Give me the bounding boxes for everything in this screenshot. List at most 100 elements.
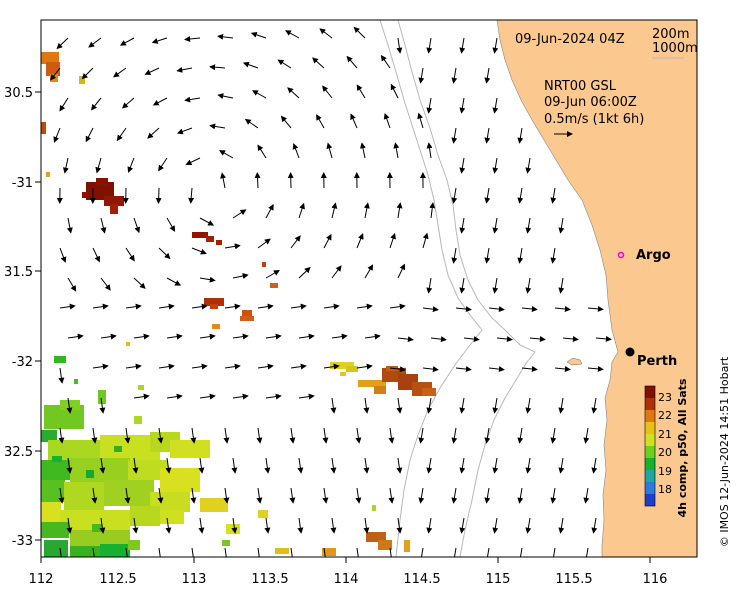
current-arrow xyxy=(100,333,117,340)
current-arrow xyxy=(144,67,160,75)
current-arrow xyxy=(558,457,565,474)
current-arrow xyxy=(359,142,366,159)
current-arrow xyxy=(92,363,109,370)
current-arrow xyxy=(298,266,311,279)
current-arrow xyxy=(459,397,466,414)
current-arrow xyxy=(231,517,238,534)
current-arrow xyxy=(558,217,565,234)
current-arrow xyxy=(85,127,94,143)
rottnest-island xyxy=(566,357,583,366)
current-arrow xyxy=(519,547,523,557)
current-arrow xyxy=(151,37,168,44)
current-arrow xyxy=(100,217,107,234)
current-arrow xyxy=(323,363,340,370)
current-arrow xyxy=(463,336,480,343)
contour-1000m xyxy=(379,20,483,557)
current-arrow xyxy=(350,113,358,129)
current-arrow xyxy=(488,366,505,373)
contour-label-200m: 200m xyxy=(652,27,689,42)
current-arrow xyxy=(217,93,234,100)
current-arrow xyxy=(50,67,61,81)
y-tick-label: -32 xyxy=(12,355,33,370)
current-arrow xyxy=(133,333,150,340)
current-arrow xyxy=(133,217,141,234)
current-arrow xyxy=(388,427,395,444)
current-arrow xyxy=(459,97,466,114)
colorbar-tick: 20 xyxy=(658,446,672,459)
current-arrow xyxy=(525,217,532,234)
current-arrow xyxy=(488,306,505,313)
x-axis: 112 112.5 113 113.5 114 114.5 115 115.5 … xyxy=(29,557,667,587)
current-arrow xyxy=(209,123,226,130)
current-arrow xyxy=(124,487,131,504)
current-arrow xyxy=(157,427,164,444)
current-arrow xyxy=(397,336,414,343)
current-arrow xyxy=(484,247,491,264)
current-arrow xyxy=(496,336,513,343)
current-arrow xyxy=(356,233,364,249)
current-arrow xyxy=(289,487,296,504)
current-arrow xyxy=(125,547,128,557)
current-arrow xyxy=(132,517,139,534)
current-arrow xyxy=(224,243,241,250)
current-arrow xyxy=(323,547,326,557)
current-arrow xyxy=(319,28,333,39)
current-arrow xyxy=(316,114,325,129)
current-arrow xyxy=(219,150,234,159)
current-arrow xyxy=(256,487,263,504)
current-arrow xyxy=(426,397,433,414)
current-arrow xyxy=(312,57,325,69)
current-arrow xyxy=(492,397,499,414)
current-arrow xyxy=(199,276,216,283)
current-arrow xyxy=(426,457,433,474)
current-arrow xyxy=(289,427,296,444)
current-arrow xyxy=(58,487,65,504)
current-arrow xyxy=(257,303,274,310)
current-arrow xyxy=(297,457,304,474)
colorbar-tick: 18 xyxy=(658,483,672,496)
current-arrow xyxy=(554,366,571,372)
x-tick-label: 113 xyxy=(182,572,207,587)
current-arrow xyxy=(585,547,589,557)
current-arrow xyxy=(99,517,106,534)
current-arrow xyxy=(95,157,102,174)
current-arrow xyxy=(231,457,238,474)
current-arrow xyxy=(521,366,538,372)
colorbar-tick: 21 xyxy=(658,428,672,441)
current-arrow xyxy=(422,232,429,249)
current-arrow xyxy=(199,217,215,226)
current-arrow xyxy=(191,303,208,310)
current-arrow xyxy=(116,127,127,142)
argo-label: Argo xyxy=(636,248,671,263)
current-arrow xyxy=(525,397,532,414)
current-arrow xyxy=(254,172,261,189)
current-arrow xyxy=(363,457,370,474)
current-arrow xyxy=(198,457,205,474)
current-arrow xyxy=(459,217,466,234)
current-arrow xyxy=(264,517,271,534)
current-arrow xyxy=(550,187,557,204)
current-arrow xyxy=(191,247,207,255)
colorbar-swatch xyxy=(645,494,655,506)
current-arrow xyxy=(396,517,403,534)
current-arrow xyxy=(558,397,565,414)
current-arrow xyxy=(346,55,358,69)
current-arrow xyxy=(396,202,403,219)
current-arrow xyxy=(224,363,241,370)
current-arrow xyxy=(451,487,458,504)
current-arrow xyxy=(157,487,164,504)
current-arrow xyxy=(92,247,100,263)
colorbar-tick: 22 xyxy=(658,409,672,422)
current-arrow xyxy=(252,90,267,99)
current-arrow xyxy=(364,264,374,279)
current-arrow xyxy=(152,97,168,106)
current-arrow xyxy=(242,61,259,69)
current-arrow xyxy=(176,66,193,73)
current-arrow xyxy=(280,115,292,129)
current-arrow xyxy=(486,547,490,557)
current-arrow xyxy=(484,67,491,84)
current-arrow xyxy=(554,306,571,312)
current-arrow xyxy=(356,363,373,370)
current-arrow xyxy=(587,365,604,372)
current-arrow xyxy=(591,457,598,474)
